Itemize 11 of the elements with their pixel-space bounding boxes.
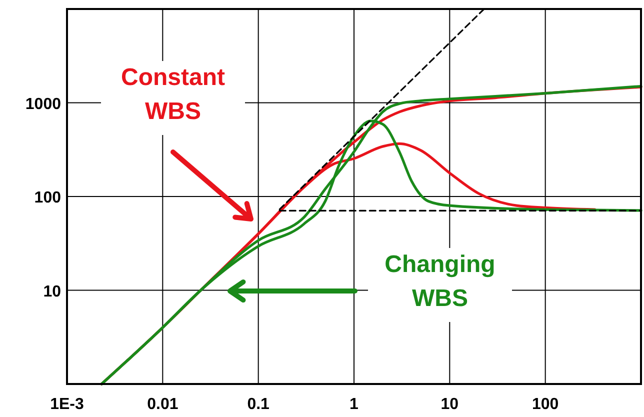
x-tick-label: 1 [350,396,359,413]
x-tick-label: 1E-3 [50,396,84,413]
x-tick-label: 0.01 [147,396,178,413]
y-tick-label: 100 [34,190,62,206]
y-tick-label: 10 [43,283,62,300]
x-tick-label: 100 [532,396,559,413]
x-tick-label: 10 [440,396,459,413]
y-tick-label: 1000 [25,96,62,113]
annotation: Constant WBS [121,64,225,125]
annotation: Changing WBS [384,251,496,312]
x-tick-label: 0.1 [247,396,270,413]
